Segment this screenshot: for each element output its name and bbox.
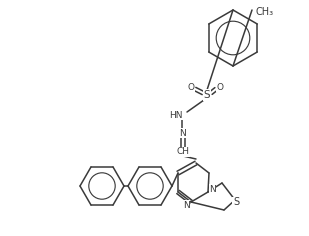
Text: S: S [204,90,210,100]
Text: N: N [183,201,190,210]
Text: N: N [209,185,216,194]
Text: CH₃: CH₃ [256,7,274,17]
Text: O: O [188,83,194,92]
Text: S: S [233,197,239,207]
Text: N: N [180,128,186,138]
Text: HN: HN [170,110,183,119]
Text: CH: CH [176,148,189,156]
Text: O: O [217,83,223,92]
